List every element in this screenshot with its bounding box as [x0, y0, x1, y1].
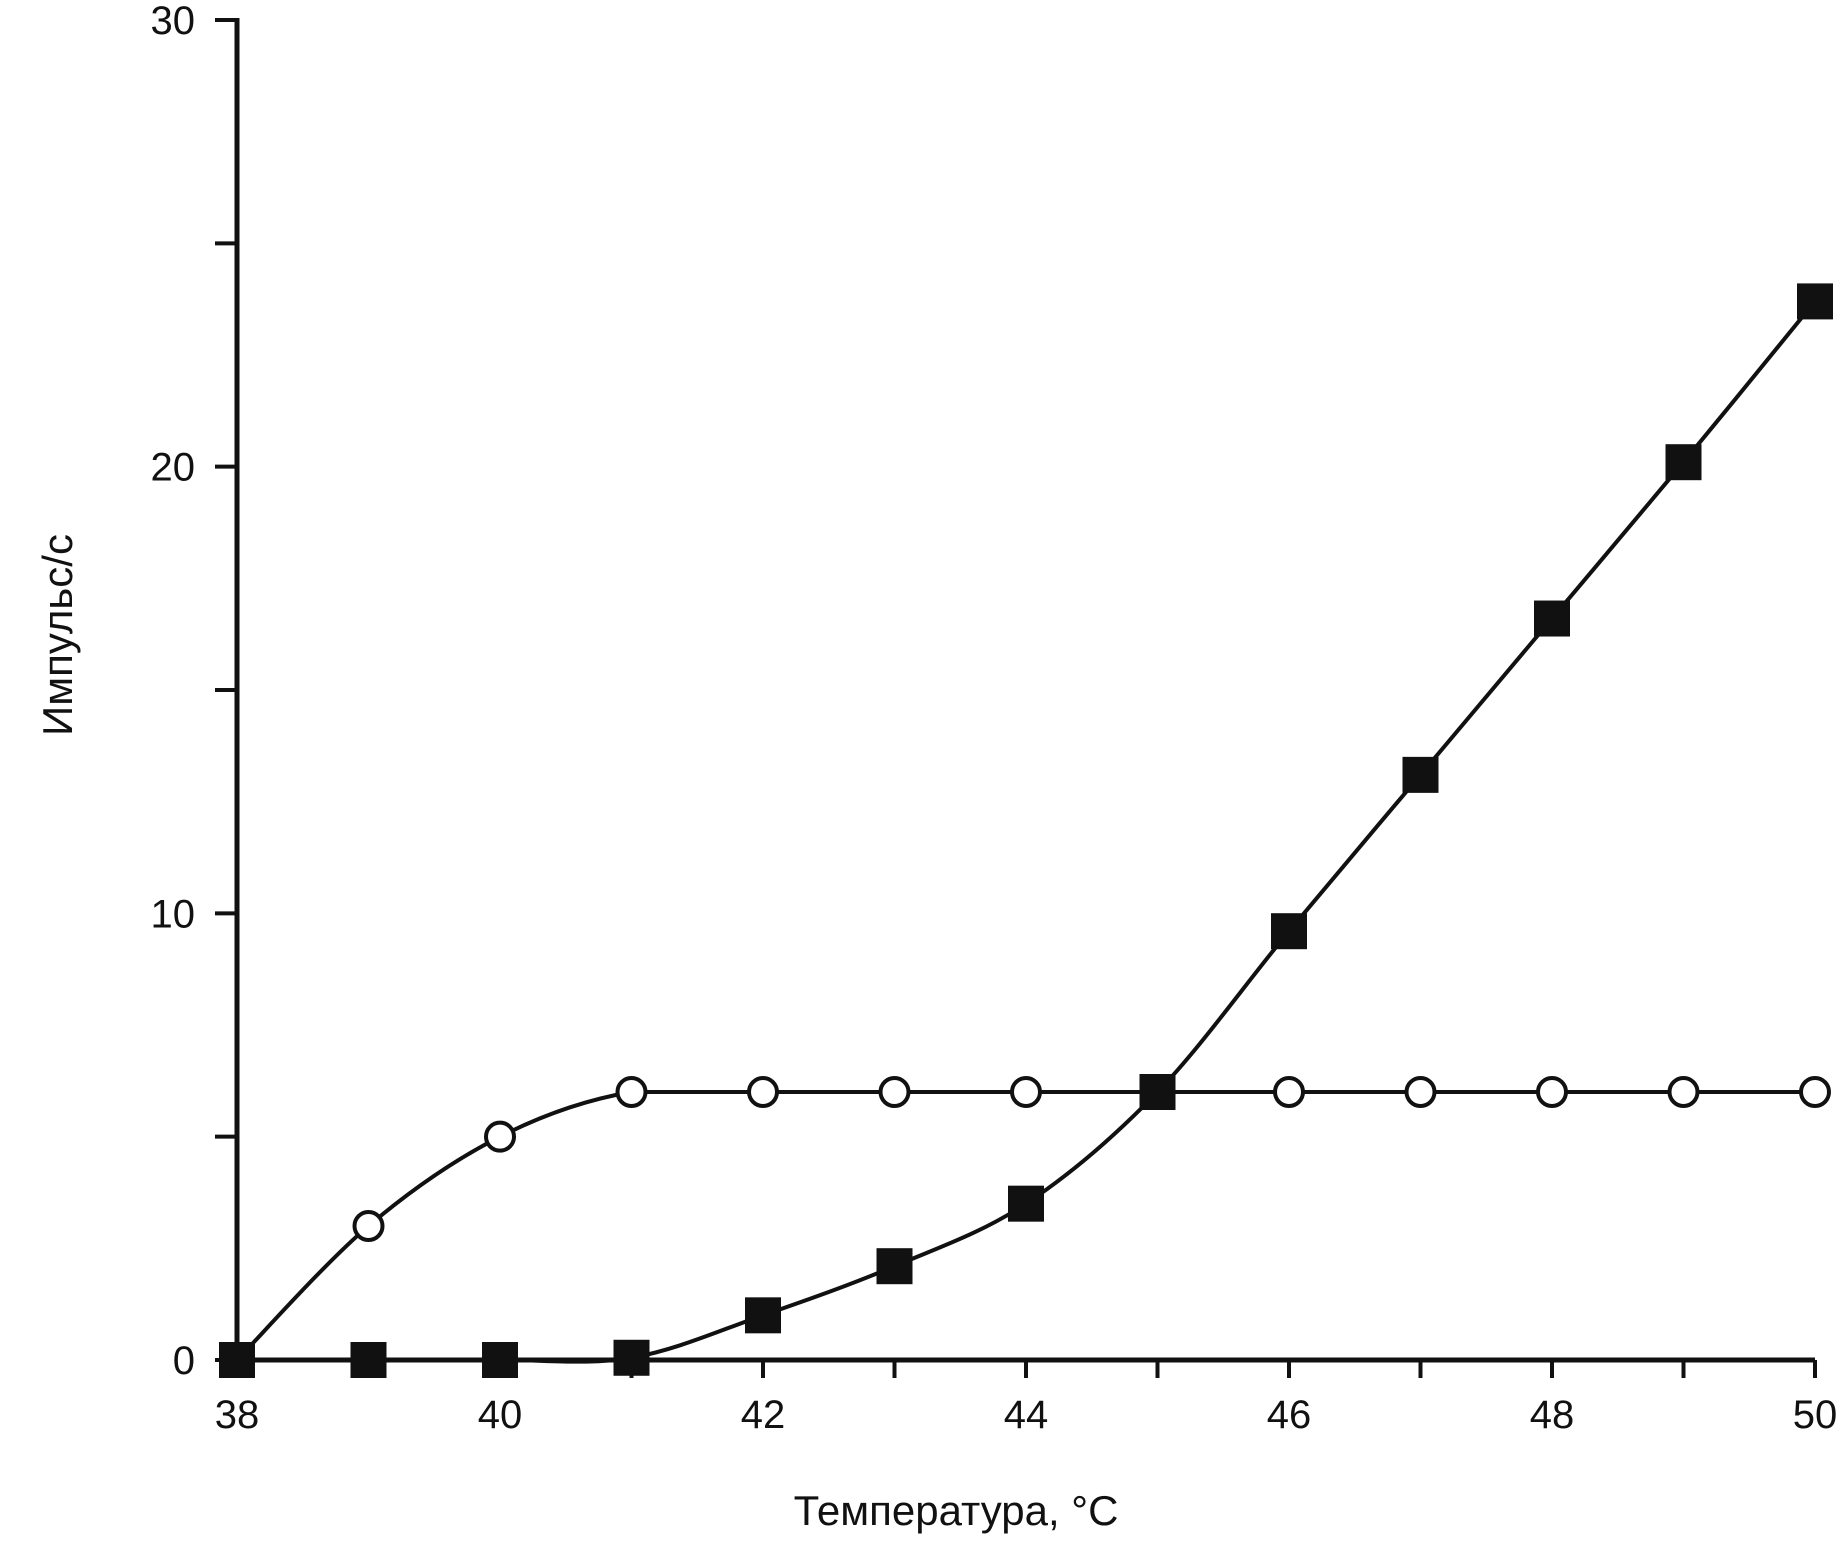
open-circle-marker	[747, 1076, 779, 1108]
series-line-1	[235, 1089, 1815, 1362]
filled-square-marker	[1534, 600, 1570, 637]
open-circle-marker	[1010, 1076, 1042, 1108]
x-ticks	[235, 1360, 1817, 1378]
y-tick-label: 20	[151, 446, 196, 490]
filled-square-marker	[482, 1342, 518, 1378]
x-tick-labels: 38 40 42 44 46 48 50	[215, 1393, 1838, 1437]
y-ticks	[215, 18, 237, 1362]
filled-square-marker	[1402, 756, 1439, 793]
x-tick-label: 48	[1530, 1393, 1575, 1437]
open-circle-marker	[1799, 1076, 1831, 1108]
open-circle-marker	[1536, 1076, 1568, 1108]
series-line-2	[237, 300, 1817, 1364]
filled-square-marker	[219, 1342, 255, 1378]
filled-square-marker	[745, 1297, 781, 1334]
x-tick-label: 40	[478, 1393, 523, 1437]
open-circle-marker	[1667, 1076, 1700, 1108]
series-markers	[219, 283, 1833, 1378]
filled-square-marker	[1139, 1074, 1176, 1110]
filled-square-marker	[1665, 444, 1702, 481]
filled-square-marker	[1008, 1185, 1044, 1222]
y-tick-label: 0	[173, 1339, 195, 1383]
filled-square-marker	[1797, 283, 1833, 320]
open-circle-marker	[615, 1076, 648, 1108]
filled-square-marker	[613, 1339, 650, 1376]
open-circle-marker	[878, 1076, 911, 1108]
x-axis-title: Температура, °С	[794, 1487, 1119, 1534]
open-circle-marker	[352, 1210, 385, 1242]
x-tick-label: 44	[1004, 1393, 1049, 1437]
x-tick-label: 38	[215, 1393, 260, 1437]
filled-square-marker	[1271, 913, 1307, 950]
filled-square-marker	[350, 1342, 387, 1378]
filled-square-marker	[876, 1248, 913, 1285]
y-axis-title: Импульс/с	[34, 534, 81, 736]
open-circle-marker	[1273, 1076, 1305, 1108]
y-tick-labels: 0 10 20 30	[151, 0, 196, 1383]
axes	[234, 18, 1815, 1363]
open-circle-marker	[1404, 1076, 1437, 1108]
x-tick-label: 50	[1793, 1393, 1838, 1437]
x-tick-label: 42	[741, 1393, 786, 1437]
x-tick-label: 46	[1267, 1393, 1312, 1437]
open-circle-marker	[484, 1120, 516, 1153]
y-tick-label: 30	[151, 0, 196, 43]
y-tick-label: 10	[151, 892, 196, 936]
